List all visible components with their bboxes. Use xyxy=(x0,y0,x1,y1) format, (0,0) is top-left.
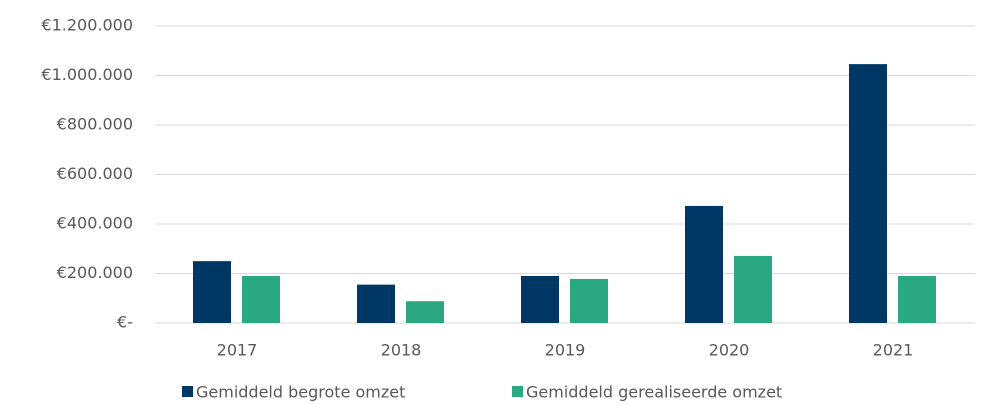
y-tick-label: €400.000 xyxy=(57,214,133,233)
y-tick-label: €800.000 xyxy=(57,115,133,134)
bar xyxy=(193,261,231,323)
x-tick-label: 2021 xyxy=(873,341,914,360)
bar xyxy=(734,255,772,323)
y-tick-label: €600.000 xyxy=(57,164,133,183)
bar xyxy=(242,275,280,323)
x-tick-label: 2018 xyxy=(381,341,422,360)
bar xyxy=(570,278,608,323)
bar xyxy=(521,275,559,323)
y-tick-label: €1.000.000 xyxy=(41,65,133,84)
legend-label: Gemiddeld begrote omzet xyxy=(196,383,405,402)
x-tick-label: 2020 xyxy=(709,341,750,360)
legend-swatch xyxy=(512,386,523,397)
y-tick-label: €- xyxy=(117,313,133,332)
bar xyxy=(898,275,936,323)
legend-label: Gemiddeld gerealiseerde omzet xyxy=(526,383,782,402)
x-tick-label: 2017 xyxy=(217,341,258,360)
x-tick-label: 2019 xyxy=(545,341,586,360)
legend-swatch xyxy=(182,386,193,397)
y-tick-label: €1.200.000 xyxy=(41,16,133,35)
bar xyxy=(406,301,444,323)
bar xyxy=(357,284,395,323)
bar xyxy=(849,64,887,324)
y-tick-label: €200.000 xyxy=(57,263,133,282)
bar xyxy=(685,205,723,323)
